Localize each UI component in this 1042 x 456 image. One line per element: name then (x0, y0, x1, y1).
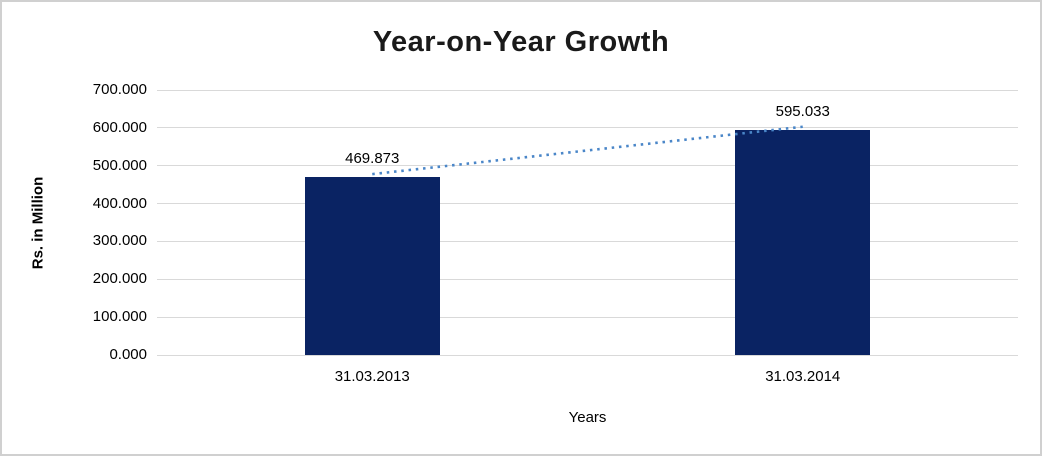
x-tick-label: 31.03.2014 (765, 368, 841, 385)
gridline (157, 354, 1018, 356)
chart-title: Year-on-Year Growth (372, 26, 670, 58)
y-tick-label: 400.000 (92, 194, 147, 212)
gridline (157, 316, 1018, 318)
y-tick-label: 500.000 (92, 156, 147, 174)
y-tick-label: 600.000 (92, 118, 147, 136)
y-tick-label: 700.000 (92, 81, 147, 98)
gridline (157, 165, 1018, 167)
bar-value-label: 469.873 (345, 150, 400, 168)
bar (735, 129, 871, 355)
y-tick-label: 0.000 (109, 346, 147, 363)
y-tick-label: 300.000 (92, 232, 147, 250)
x-tick-label: 31.03.2013 (334, 368, 410, 385)
y-tick-label: 100.000 (92, 308, 147, 326)
gridline (157, 240, 1018, 242)
y-tick-label: 200.000 (92, 270, 147, 288)
gridline (157, 89, 1018, 91)
gridline (157, 127, 1018, 129)
gridline (157, 278, 1018, 280)
x-axis-title: Years (568, 409, 607, 426)
bar-value-label: 595.033 (775, 102, 830, 120)
gridline (157, 203, 1018, 205)
bar (304, 177, 440, 355)
